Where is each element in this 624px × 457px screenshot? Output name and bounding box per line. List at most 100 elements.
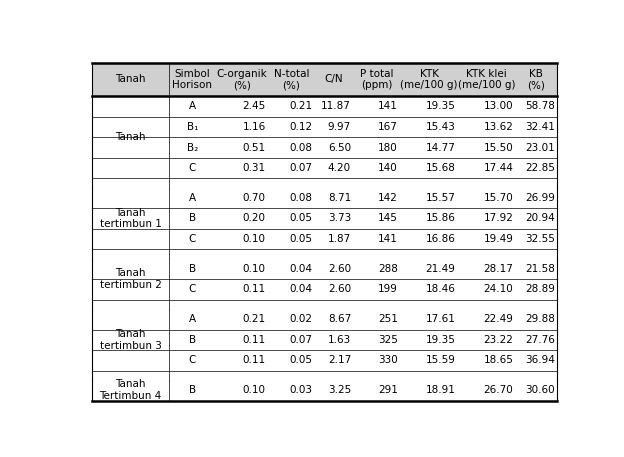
Text: 13.62: 13.62 bbox=[484, 122, 514, 132]
Text: 15.50: 15.50 bbox=[484, 143, 514, 153]
Text: 18.46: 18.46 bbox=[426, 284, 456, 294]
Text: 291: 291 bbox=[378, 385, 397, 395]
Text: 26.70: 26.70 bbox=[484, 385, 514, 395]
Bar bbox=[92, 63, 557, 96]
Text: 22.49: 22.49 bbox=[484, 314, 514, 324]
Text: C-organik
(%): C-organik (%) bbox=[217, 69, 267, 90]
Text: A: A bbox=[189, 193, 196, 203]
Text: 18.65: 18.65 bbox=[484, 356, 514, 366]
Text: KTK
(me/100 g): KTK (me/100 g) bbox=[400, 69, 458, 90]
Text: C: C bbox=[188, 356, 196, 366]
Text: 0.21: 0.21 bbox=[243, 314, 266, 324]
Text: A: A bbox=[189, 101, 196, 112]
Text: 15.68: 15.68 bbox=[426, 163, 456, 173]
Text: 141: 141 bbox=[378, 101, 397, 112]
Text: 141: 141 bbox=[378, 234, 397, 244]
Text: KB
(%): KB (%) bbox=[527, 69, 545, 90]
Text: 29.88: 29.88 bbox=[525, 314, 555, 324]
Text: 0.20: 0.20 bbox=[243, 213, 266, 223]
Text: 1.63: 1.63 bbox=[328, 335, 351, 345]
Text: 19.35: 19.35 bbox=[426, 335, 456, 345]
Text: 17.92: 17.92 bbox=[484, 213, 514, 223]
Text: 0.11: 0.11 bbox=[243, 284, 266, 294]
Text: 11.87: 11.87 bbox=[321, 101, 351, 112]
Text: 0.12: 0.12 bbox=[290, 122, 313, 132]
Text: C: C bbox=[188, 284, 196, 294]
Text: 2.60: 2.60 bbox=[328, 284, 351, 294]
Text: 140: 140 bbox=[378, 163, 397, 173]
Text: 23.01: 23.01 bbox=[525, 143, 555, 153]
Text: 19.49: 19.49 bbox=[484, 234, 514, 244]
Text: 0.51: 0.51 bbox=[243, 143, 266, 153]
Text: 32.55: 32.55 bbox=[525, 234, 555, 244]
Text: 15.70: 15.70 bbox=[484, 193, 514, 203]
Text: 28.17: 28.17 bbox=[484, 264, 514, 274]
Text: Simbol
Horison: Simbol Horison bbox=[172, 69, 212, 90]
Text: 8.71: 8.71 bbox=[328, 193, 351, 203]
Text: 0.05: 0.05 bbox=[290, 213, 313, 223]
Text: B₁: B₁ bbox=[187, 122, 198, 132]
Text: 4.20: 4.20 bbox=[328, 163, 351, 173]
Text: Tanah: Tanah bbox=[115, 74, 146, 85]
Text: Tanah
tertimbun 2: Tanah tertimbun 2 bbox=[100, 268, 162, 290]
Text: 142: 142 bbox=[378, 193, 397, 203]
Text: Tanah
tertimbun 3: Tanah tertimbun 3 bbox=[100, 329, 162, 351]
Text: 30.60: 30.60 bbox=[525, 385, 555, 395]
Text: P total
(ppm): P total (ppm) bbox=[360, 69, 394, 90]
Text: 167: 167 bbox=[378, 122, 397, 132]
Text: C/N: C/N bbox=[324, 74, 343, 85]
Text: 2.17: 2.17 bbox=[328, 356, 351, 366]
Text: 32.41: 32.41 bbox=[525, 122, 555, 132]
Text: B₂: B₂ bbox=[187, 143, 198, 153]
Text: 27.76: 27.76 bbox=[525, 335, 555, 345]
Text: 0.31: 0.31 bbox=[243, 163, 266, 173]
Text: 15.43: 15.43 bbox=[426, 122, 456, 132]
Text: 145: 145 bbox=[378, 213, 397, 223]
Text: 0.02: 0.02 bbox=[290, 314, 313, 324]
Text: 0.05: 0.05 bbox=[290, 234, 313, 244]
Text: 21.49: 21.49 bbox=[426, 264, 456, 274]
Text: 288: 288 bbox=[378, 264, 397, 274]
Text: 199: 199 bbox=[378, 284, 397, 294]
Text: C: C bbox=[188, 234, 196, 244]
Text: 0.10: 0.10 bbox=[243, 234, 266, 244]
Text: 36.94: 36.94 bbox=[525, 356, 555, 366]
Text: N-total
(%): N-total (%) bbox=[274, 69, 309, 90]
Text: 325: 325 bbox=[378, 335, 397, 345]
Text: 0.08: 0.08 bbox=[290, 193, 313, 203]
Text: B: B bbox=[189, 335, 196, 345]
Text: 15.86: 15.86 bbox=[426, 213, 456, 223]
Text: 17.61: 17.61 bbox=[426, 314, 456, 324]
Text: 0.04: 0.04 bbox=[290, 264, 313, 274]
Text: 16.86: 16.86 bbox=[426, 234, 456, 244]
Text: 15.57: 15.57 bbox=[426, 193, 456, 203]
Text: 17.44: 17.44 bbox=[484, 163, 514, 173]
Text: 13.00: 13.00 bbox=[484, 101, 514, 112]
Text: 58.78: 58.78 bbox=[525, 101, 555, 112]
Text: 18.91: 18.91 bbox=[426, 385, 456, 395]
Text: 0.07: 0.07 bbox=[290, 335, 313, 345]
Text: 3.25: 3.25 bbox=[328, 385, 351, 395]
Text: 3.73: 3.73 bbox=[328, 213, 351, 223]
Text: C: C bbox=[188, 163, 196, 173]
Text: 21.58: 21.58 bbox=[525, 264, 555, 274]
Text: 0.10: 0.10 bbox=[243, 385, 266, 395]
Text: 14.77: 14.77 bbox=[426, 143, 456, 153]
Text: 6.50: 6.50 bbox=[328, 143, 351, 153]
Text: 0.70: 0.70 bbox=[243, 193, 266, 203]
Text: B: B bbox=[189, 385, 196, 395]
Text: 20.94: 20.94 bbox=[525, 213, 555, 223]
Text: 0.10: 0.10 bbox=[243, 264, 266, 274]
Text: 0.05: 0.05 bbox=[290, 356, 313, 366]
Text: 2.45: 2.45 bbox=[243, 101, 266, 112]
Text: 24.10: 24.10 bbox=[484, 284, 514, 294]
Text: 15.59: 15.59 bbox=[426, 356, 456, 366]
Text: 9.97: 9.97 bbox=[328, 122, 351, 132]
Text: B: B bbox=[189, 264, 196, 274]
Text: A: A bbox=[189, 314, 196, 324]
Text: 1.87: 1.87 bbox=[328, 234, 351, 244]
Text: 0.11: 0.11 bbox=[243, 356, 266, 366]
Text: B: B bbox=[189, 213, 196, 223]
Text: 0.03: 0.03 bbox=[290, 385, 313, 395]
Text: 23.22: 23.22 bbox=[484, 335, 514, 345]
